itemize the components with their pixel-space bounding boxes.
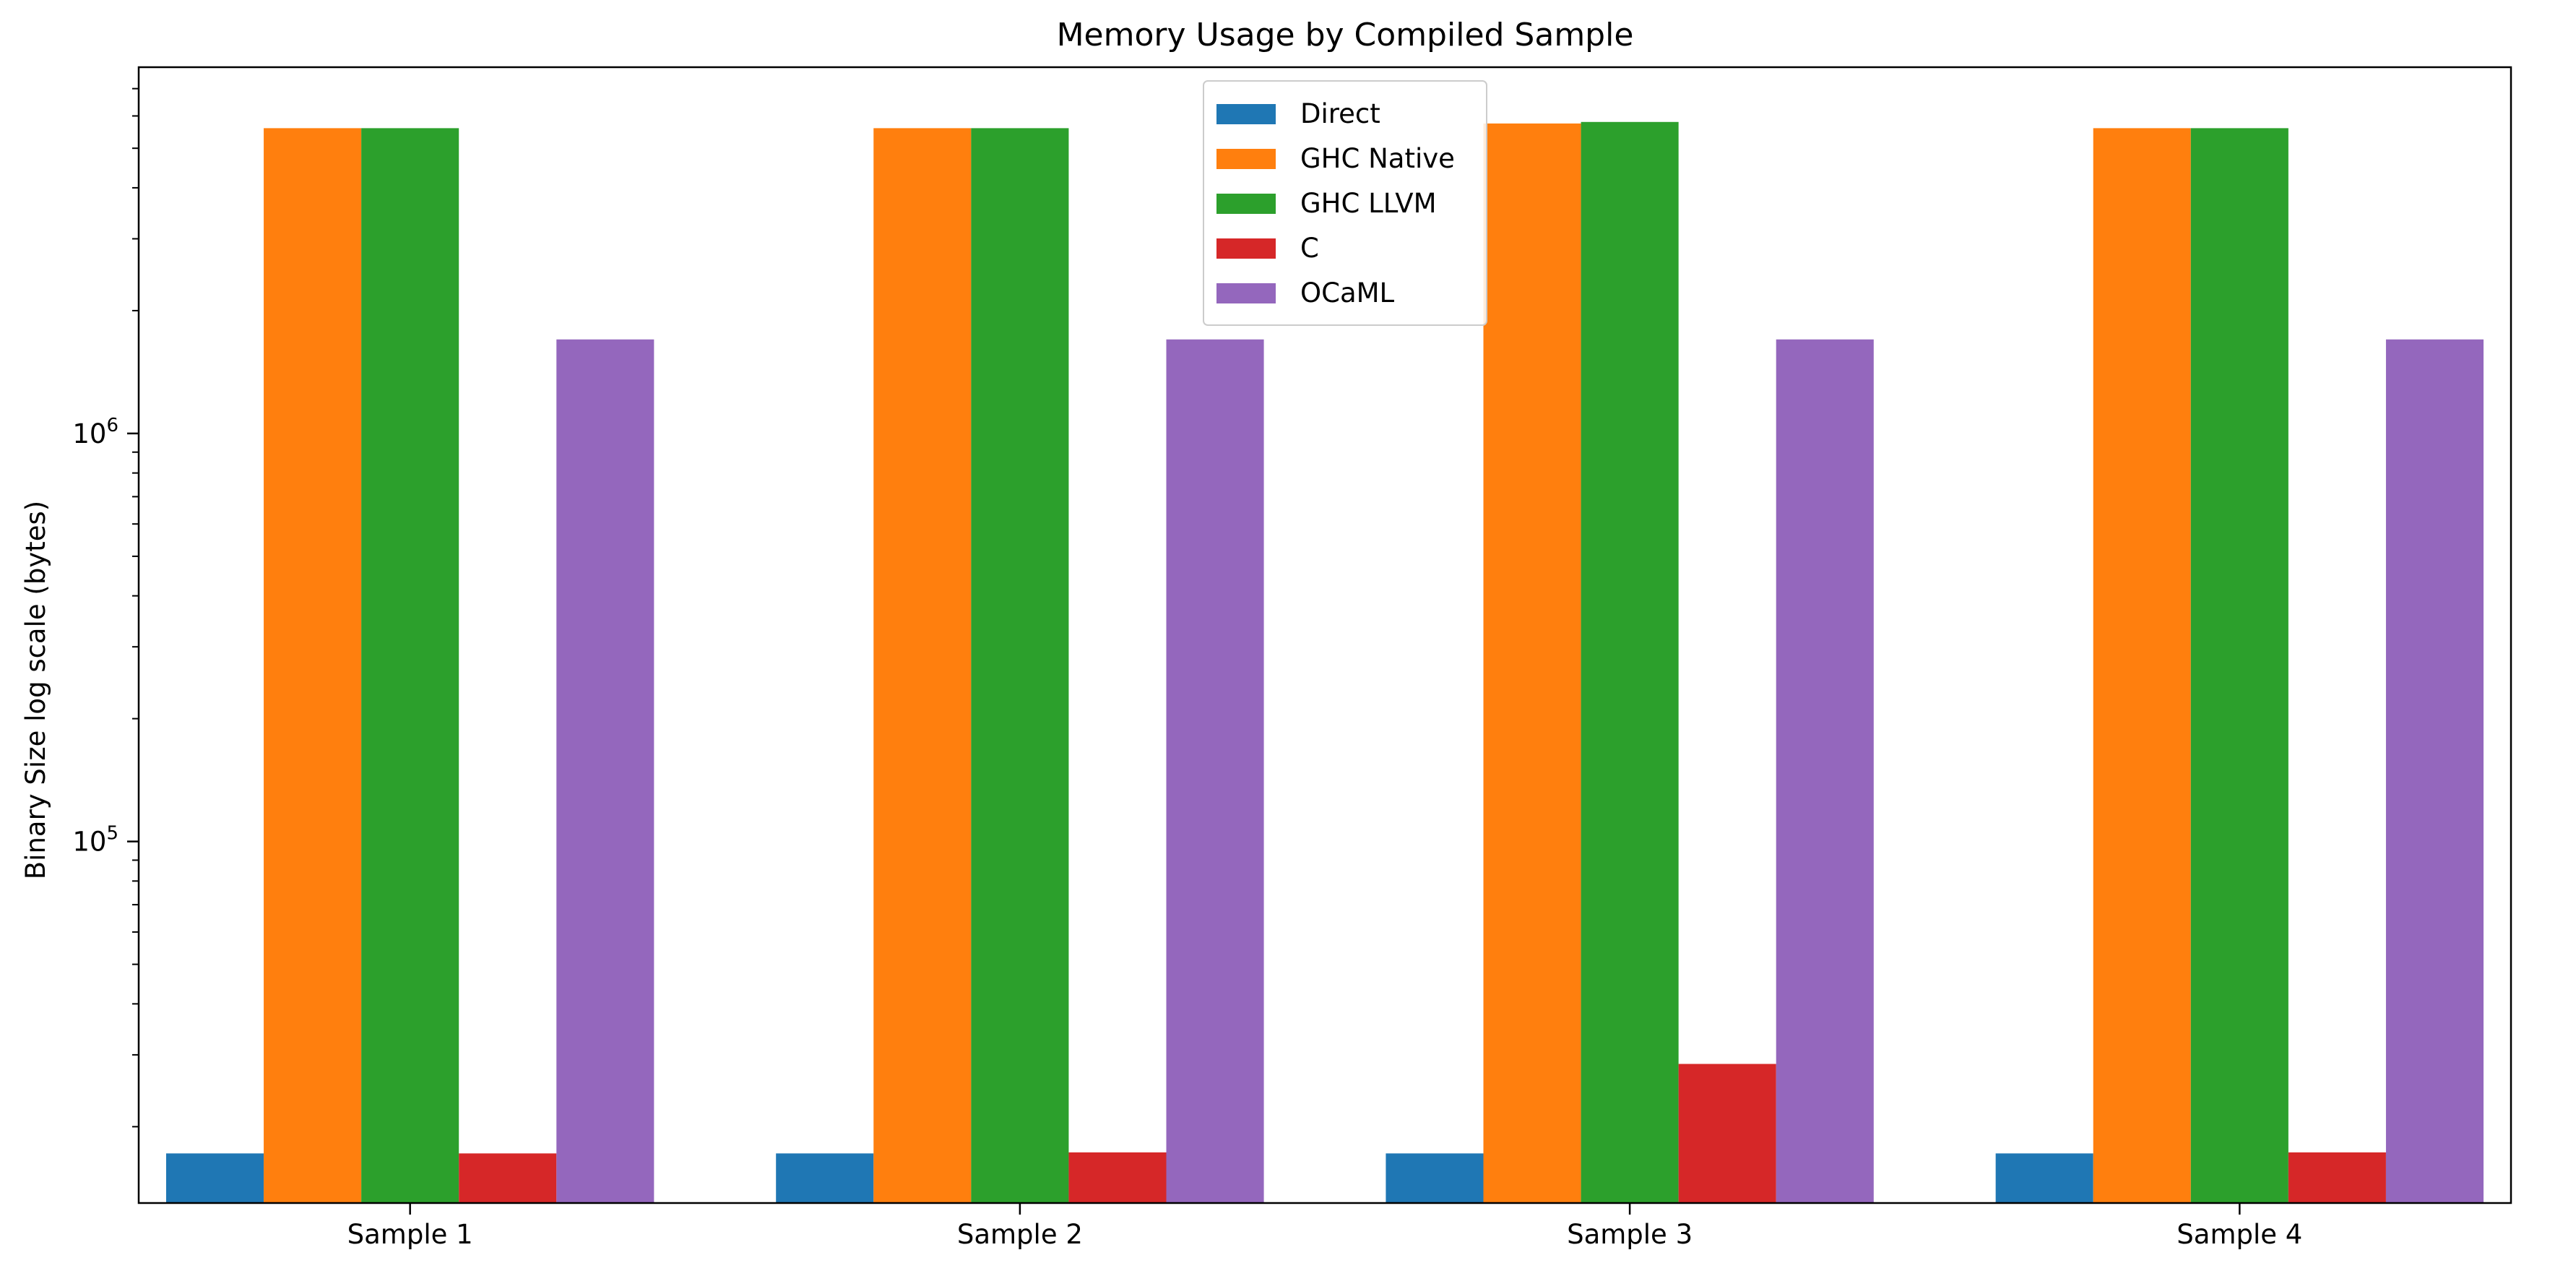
legend-label: C bbox=[1300, 233, 1319, 264]
legend-swatch-ocaml bbox=[1216, 283, 1276, 303]
bar-direct-1 bbox=[165, 1153, 264, 1203]
bar-ocaml-2 bbox=[1166, 339, 1264, 1203]
bar-ghc-llvm-2 bbox=[971, 128, 1069, 1204]
legend-label: GHC LLVM bbox=[1300, 188, 1437, 219]
bar-direct-2 bbox=[776, 1153, 874, 1203]
chart-title: Memory Usage by Compiled Sample bbox=[1057, 17, 1634, 53]
y-tick-label: 105 bbox=[72, 823, 118, 858]
legend: Direct GHC Native GHC LLVM C OCaML bbox=[1203, 80, 1487, 326]
bar-ghc-native-1 bbox=[264, 128, 362, 1204]
x-tick-label: Sample 3 bbox=[1567, 1219, 1693, 1250]
legend-swatch-direct bbox=[1216, 104, 1276, 124]
bar-ghc-llvm-3 bbox=[1581, 121, 1679, 1204]
bar-c-1 bbox=[459, 1153, 557, 1203]
bar-ocaml-1 bbox=[556, 339, 654, 1203]
bars-group bbox=[165, 121, 2484, 1204]
legend-label: OCaML bbox=[1300, 277, 1395, 309]
x-ticks: Sample 1 Sample 2 Sample 3 Sample 4 bbox=[347, 1203, 2302, 1250]
bar-ghc-llvm-1 bbox=[361, 128, 459, 1204]
bar-ocaml-3 bbox=[1776, 339, 1874, 1203]
legend-swatch-ghc-llvm bbox=[1216, 194, 1276, 214]
legend-label: GHC Native bbox=[1300, 143, 1455, 174]
bar-ghc-native-3 bbox=[1483, 123, 1581, 1204]
plot-frame bbox=[137, 66, 2512, 1204]
legend-swatch-ghc-native bbox=[1216, 149, 1276, 169]
bar-direct-3 bbox=[1386, 1153, 1484, 1203]
x-tick-label: Sample 4 bbox=[2177, 1219, 2302, 1250]
y-minor-ticks bbox=[132, 87, 139, 1128]
bar-ocaml-4 bbox=[2385, 339, 2484, 1203]
x-tick-label: Sample 2 bbox=[957, 1219, 1083, 1250]
legend-swatch-c bbox=[1216, 238, 1276, 259]
bar-c-3 bbox=[1678, 1064, 1776, 1203]
y-major-ticks: 105 106 bbox=[72, 415, 139, 858]
bar-ghc-native-4 bbox=[2093, 128, 2191, 1204]
bar-ghc-native-2 bbox=[873, 128, 972, 1204]
bar-c-4 bbox=[2288, 1152, 2386, 1203]
y-axis-label: Binary Size log scale (bytes) bbox=[20, 501, 51, 879]
bar-ghc-llvm-4 bbox=[2190, 128, 2288, 1204]
bar-direct-4 bbox=[1995, 1153, 2093, 1203]
legend-box bbox=[1203, 80, 1487, 326]
x-tick-label: Sample 1 bbox=[347, 1219, 473, 1250]
y-tick-label: 106 bbox=[72, 415, 118, 449]
legend-label: Direct bbox=[1300, 98, 1380, 129]
bar-c-2 bbox=[1068, 1152, 1167, 1203]
